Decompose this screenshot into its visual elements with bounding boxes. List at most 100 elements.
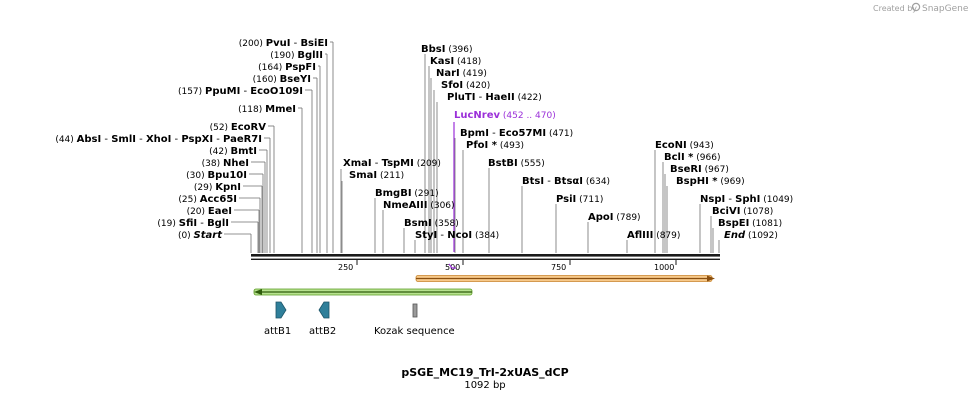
- enzyme-label-bsphi[interactable]: BspHI * (969): [676, 176, 745, 187]
- enzyme-label-acc65i[interactable]: (25) Acc65I: [178, 194, 237, 205]
- enzyme-label-nhei[interactable]: (38) NheI: [202, 158, 249, 169]
- kozak-label: Kozak sequence: [374, 326, 455, 337]
- enzyme-label-nspi[interactable]: NspI - SphI (1049): [700, 194, 793, 205]
- enzyme-label-pvui[interactable]: (200) PvuI - BsiEI: [239, 38, 328, 49]
- orange-feature-arrow-icon: [707, 275, 715, 282]
- enzyme-label-kasi[interactable]: KasI (418): [430, 56, 481, 67]
- enzyme-name: SfoI: [441, 80, 463, 91]
- enzyme-label-bspei[interactable]: BspEI (1081): [718, 218, 782, 229]
- enzyme-name: EcoRV: [231, 122, 266, 133]
- enzyme-label-nmeaiii[interactable]: NmeAIII (306): [383, 200, 455, 211]
- cut-position: (200): [239, 39, 266, 49]
- cut-position: (1078): [740, 207, 773, 217]
- enzyme-name: BspEI: [718, 218, 749, 229]
- enzyme-label-nari[interactable]: NarI (419): [436, 68, 487, 79]
- enzyme-label-mmei[interactable]: (118) MmeI: [238, 104, 296, 115]
- backbone-bottom-strand: [251, 258, 720, 260]
- enzyme-label-pfoi[interactable]: PfoI * (493): [466, 140, 524, 151]
- enzyme-label-bglii[interactable]: (190) BglII: [270, 50, 323, 61]
- enzyme-name: AflIII: [627, 230, 653, 241]
- cut-position: (29): [194, 183, 215, 193]
- enzyme-label-afliii[interactable]: AflIII (879): [627, 230, 680, 241]
- enzyme-label-bpmi[interactable]: BpmI - Eco57MI (471): [460, 128, 573, 139]
- label-separator: -: [197, 218, 207, 229]
- snapgene-credit: Created by SnapGene: [873, 2, 969, 14]
- plasmid-length: 1092 bp: [464, 380, 505, 391]
- enzyme-name: LucNrev: [454, 110, 501, 121]
- enzyme-label-sfii[interactable]: (19) SfiI - BglI: [157, 218, 229, 229]
- enzyme-name: BclI *: [664, 152, 694, 163]
- cut-position: (19): [157, 219, 178, 229]
- enzyme-name: PpuMI: [205, 86, 240, 97]
- cut-position: (471): [546, 129, 573, 139]
- enzyme-label-psii[interactable]: PsiI (711): [556, 194, 603, 205]
- enzyme-name: PspXI: [181, 134, 213, 145]
- cut-position: (52): [210, 123, 231, 133]
- feature-attb2[interactable]: attB2: [309, 301, 336, 337]
- enzyme-label-start[interactable]: (0) Start: [178, 230, 223, 241]
- enzyme-name: Start: [194, 230, 224, 241]
- label-separator: -: [290, 38, 300, 49]
- enzyme-name: BmtI: [230, 146, 257, 157]
- primer-lucnrev[interactable]: [448, 122, 456, 269]
- enzyme-label-end[interactable]: End (1092): [724, 230, 778, 241]
- kozak-marker: [412, 303, 418, 318]
- enzyme-label-kpni[interactable]: (29) KpnI: [194, 182, 241, 193]
- cut-position: (42): [209, 147, 230, 157]
- enzyme-label-styi[interactable]: StyI - NcoI (384): [415, 230, 499, 241]
- cut-position: (789): [614, 213, 641, 223]
- enzyme-label-bseri[interactable]: BseRI (967): [670, 164, 729, 175]
- enzyme-name: NarI: [436, 68, 460, 79]
- enzyme-label-absi[interactable]: (44) AbsI - SmlI - XhoI - PspXI - PaeR7I: [55, 134, 262, 145]
- enzyme-label-bcivi[interactable]: BciVI (1078): [712, 206, 773, 217]
- enzyme-name: BsmI: [404, 218, 432, 229]
- enzyme-label-ecorv[interactable]: (52) EcoRV: [210, 122, 267, 133]
- cut-site-leaders: [224, 41, 720, 253]
- enzyme-name: BspHI *: [676, 176, 718, 187]
- cut-position: (0): [178, 231, 194, 241]
- enzyme-label-bmti[interactable]: (42) BmtI: [209, 146, 257, 157]
- feature-attb1[interactable]: attB1: [264, 301, 291, 337]
- enzyme-name: KpnI: [215, 182, 241, 193]
- green-feature[interactable]: [253, 288, 473, 296]
- enzyme-label-bsmi[interactable]: BsmI (358): [404, 218, 459, 229]
- enzyme-label-lucnrev[interactable]: LucNrev (452 .. 470): [454, 110, 556, 121]
- tick-label: 1000: [654, 263, 674, 272]
- enzyme-label-smai[interactable]: SmaI (211): [349, 170, 404, 181]
- cut-position: (164): [258, 63, 285, 73]
- enzyme-name: PspFI: [285, 62, 316, 73]
- enzyme-label-bmgbi[interactable]: BmgBI (291): [375, 188, 439, 199]
- created-by-text: Created by: [873, 4, 917, 13]
- orange-feature[interactable]: [415, 275, 715, 282]
- label-separator: -: [171, 134, 181, 145]
- enzyme-label-bseyi[interactable]: (160) BseYI: [253, 74, 311, 85]
- enzyme-label-eaei[interactable]: (20) EaeI: [187, 206, 232, 217]
- enzyme-label-pspfi[interactable]: (164) PspFI: [258, 62, 316, 73]
- enzyme-label-xmai[interactable]: XmaI - TspMI (209): [343, 158, 441, 169]
- enzyme-name: BmgBI: [375, 188, 412, 199]
- cut-position: (306): [427, 201, 454, 211]
- enzyme-label-bstbi[interactable]: BstBI (555): [488, 158, 545, 169]
- cut-position: (711): [576, 195, 603, 205]
- cut-position: (211): [377, 171, 404, 181]
- enzyme-label-bbsi[interactable]: BbsI (396): [421, 44, 473, 55]
- cut-position: (419): [460, 69, 487, 79]
- enzyme-name: BpmI: [460, 128, 489, 139]
- cut-position: (969): [718, 177, 745, 187]
- enzyme-label-apoi[interactable]: ApoI (789): [588, 212, 641, 223]
- enzyme-label-bpu10i[interactable]: (30) Bpu10I: [186, 170, 247, 181]
- enzyme-name: HaeII: [485, 92, 514, 103]
- enzyme-name: BbsI: [421, 44, 445, 55]
- cut-position: (418): [454, 57, 481, 67]
- enzyme-label-ppumi[interactable]: (157) PpuMI - EcoO109I: [178, 86, 303, 97]
- enzyme-name: BtsI: [522, 176, 544, 187]
- cut-position: (160): [253, 75, 280, 85]
- feature-kozak[interactable]: Kozak sequence: [374, 303, 455, 337]
- enzyme-label-btsi[interactable]: BtsI - BtsαI (634): [522, 176, 610, 187]
- label-separator: -: [213, 134, 223, 145]
- enzyme-label-sfoi[interactable]: SfoI (420): [441, 80, 490, 91]
- enzyme-label-bcli[interactable]: BclI * (966): [664, 152, 720, 163]
- enzyme-name: End: [724, 230, 746, 241]
- enzyme-label-pluti[interactable]: PluTI - HaeII (422): [447, 92, 542, 103]
- enzyme-label-econi[interactable]: EcoNI (943): [655, 140, 714, 151]
